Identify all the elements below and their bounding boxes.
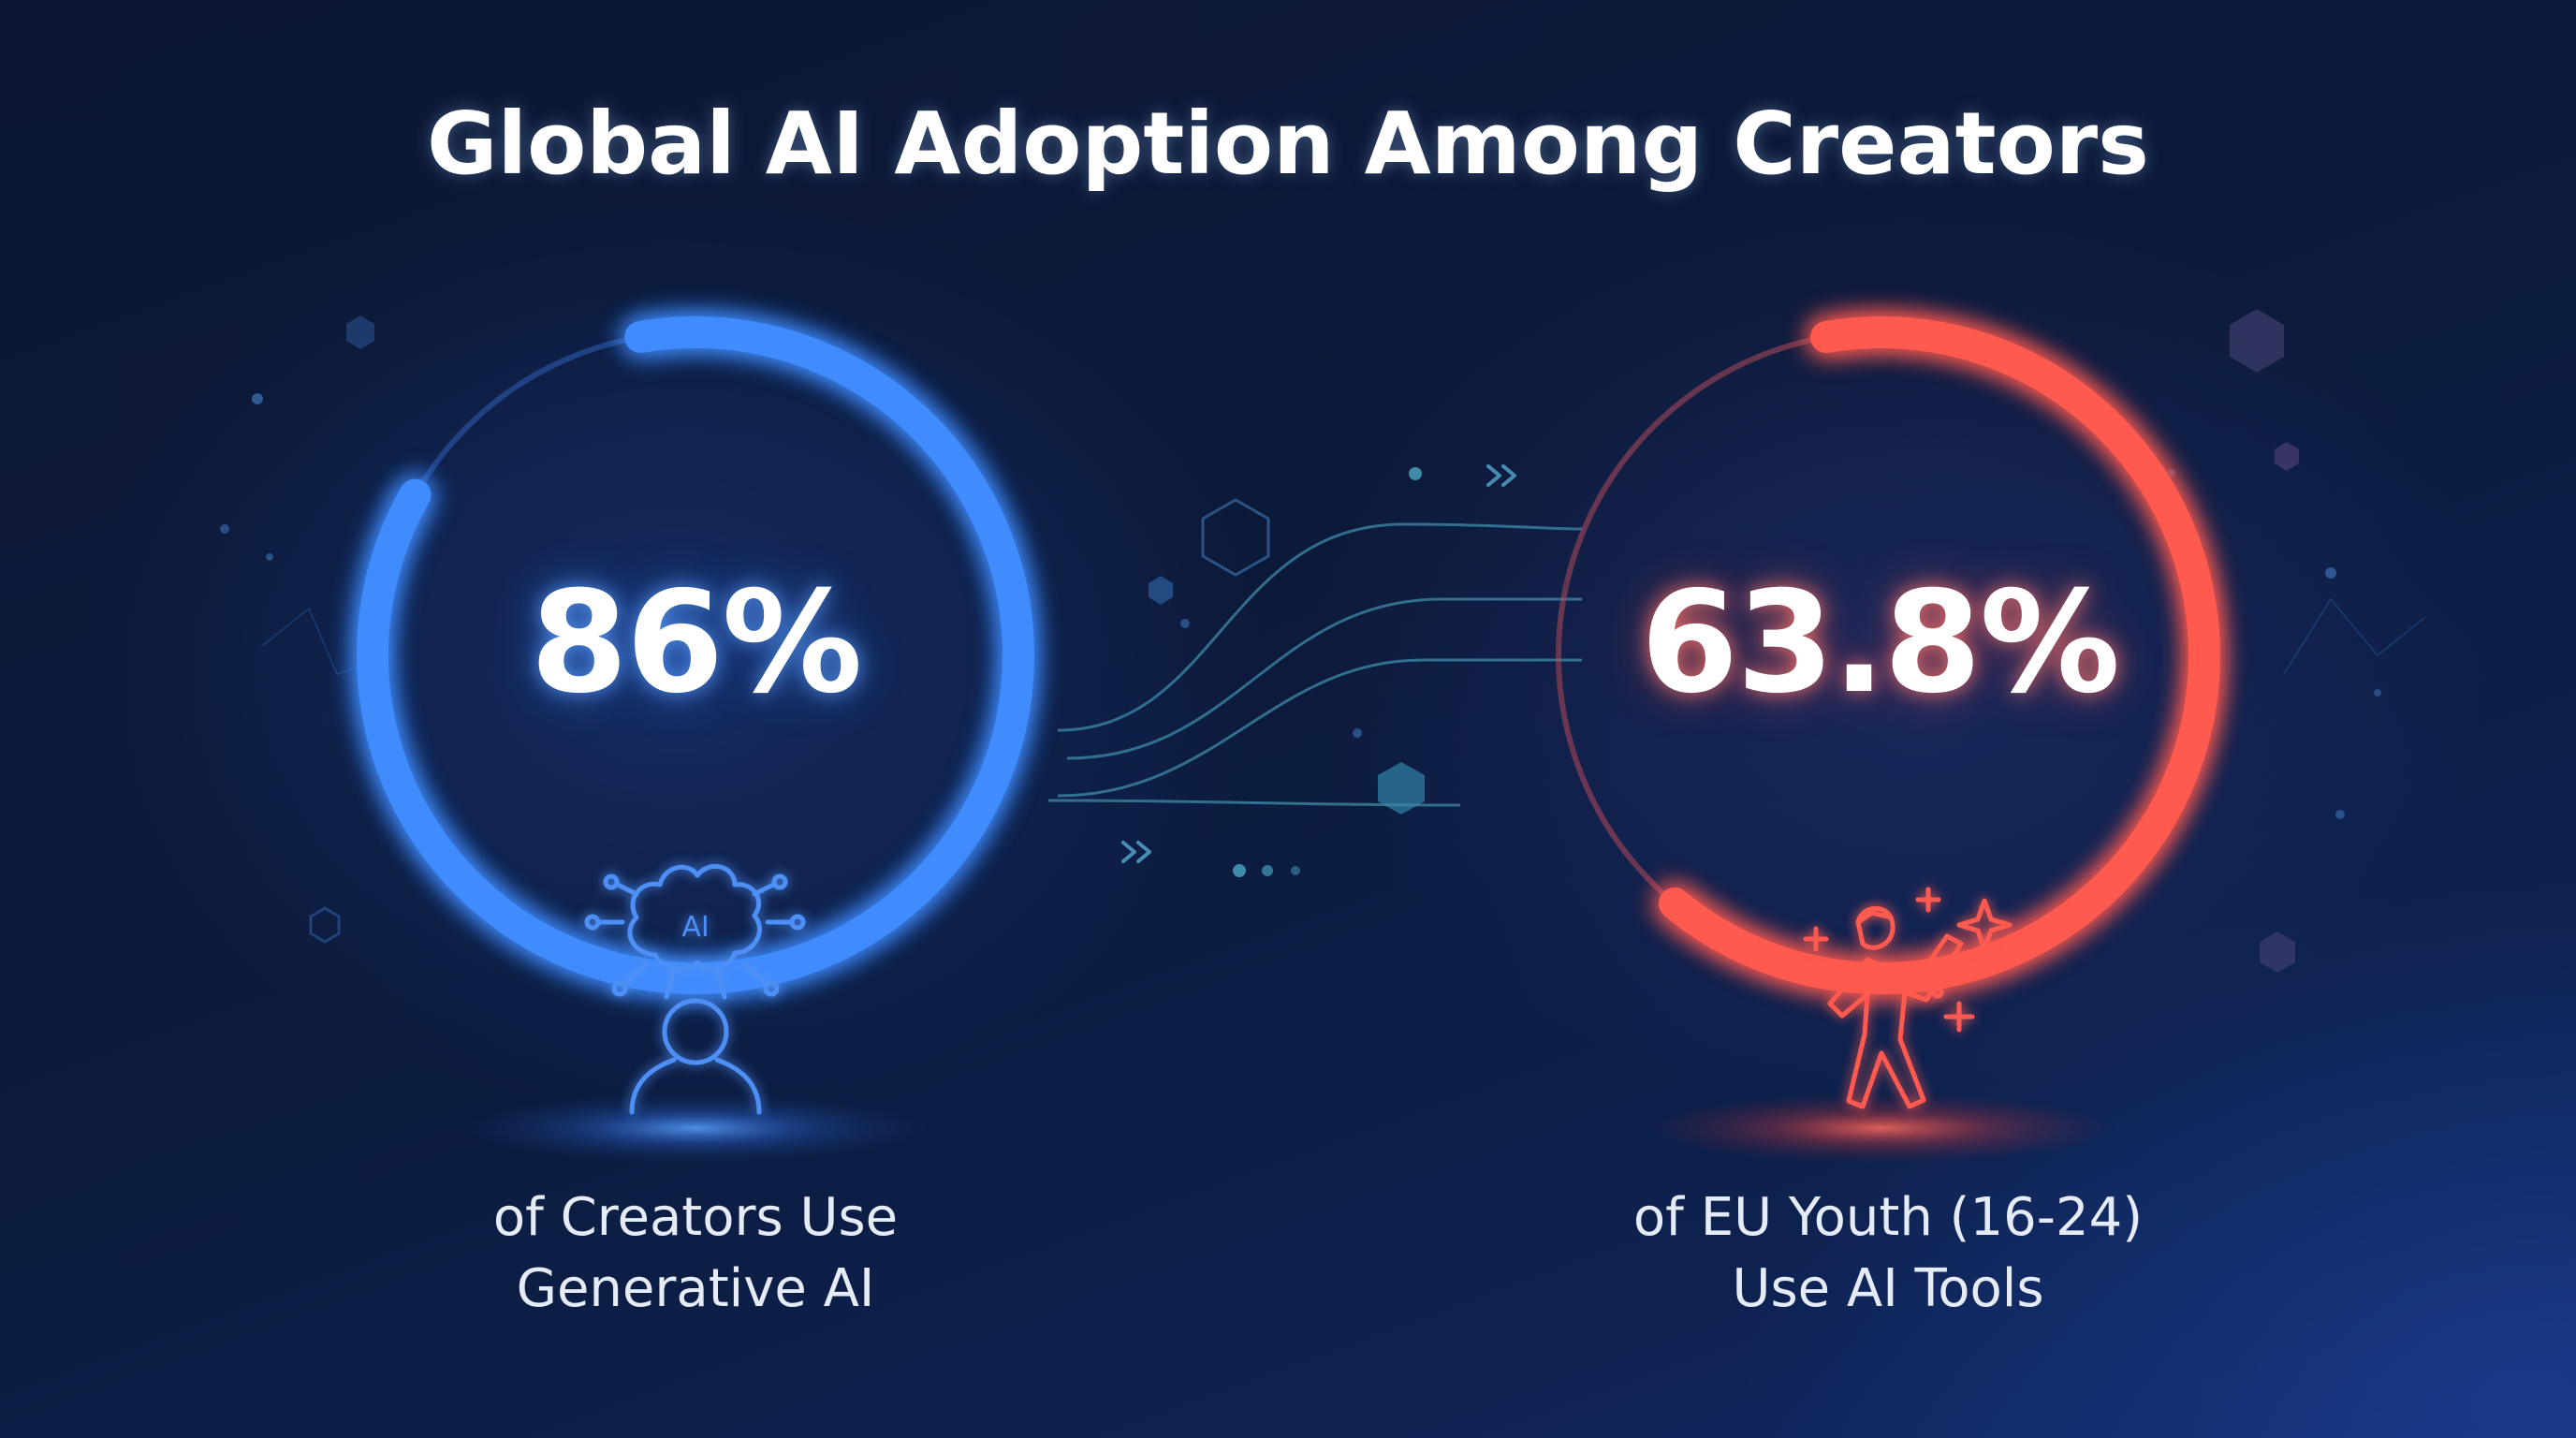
particle-dot: [1180, 619, 1190, 628]
celebrating-person-sparkles-icon: [1803, 887, 2012, 1109]
particle-dot: [220, 524, 229, 534]
ring-chart-creators: [357, 315, 1034, 994]
particle-dot: [1353, 728, 1362, 738]
particle-dot: [266, 553, 273, 561]
constellation-line: [2283, 597, 2425, 675]
particle-dot: [2335, 810, 2345, 819]
ring-chart-eu-youth: [1556, 316, 2220, 994]
caption-line: of EU Youth (16-24): [1632, 1187, 2144, 1248]
particle-dot: [1262, 865, 1273, 876]
hexagon-decoration: [2230, 309, 2284, 373]
chevron-arrows-icon: [1121, 464, 1516, 863]
connector-line: [1066, 597, 1582, 760]
ring-value-arc: [1659, 316, 2220, 994]
svg-text:AI: AI: [681, 911, 709, 944]
ring-value-arc: [357, 315, 1034, 994]
particle-dot: [1409, 467, 1422, 480]
creators-percentage-value: 86%: [530, 562, 862, 725]
hexagon-decoration: [346, 315, 374, 349]
hexagon-decoration: [1149, 576, 1173, 605]
particle-dot: [252, 393, 263, 404]
particle-dot: [2374, 689, 2381, 697]
background-decorations: [220, 309, 2425, 973]
caption-line: Generative AI: [516, 1258, 875, 1319]
hexagon-decoration: [1378, 762, 1425, 814]
hexagon-decoration: [2275, 442, 2299, 471]
connector-line: [1057, 522, 1583, 732]
eu-youth-percentage-value: 63.8%: [1640, 562, 2120, 725]
glow-pedestal: [461, 1093, 929, 1164]
particle-dot: [2168, 469, 2175, 477]
particle-dot: [1291, 866, 1300, 875]
hexagon-decoration: [1201, 498, 1270, 577]
eu-youth-caption: of EU Youth (16-24) Use AI Tools: [1514, 1182, 2262, 1325]
connector-line: [1047, 799, 1461, 807]
hexagon-decoration: [2260, 932, 2295, 973]
caption-line: Use AI Tools: [1732, 1258, 2044, 1319]
page-title: Global AI Adoption Among Creators: [427, 94, 2149, 194]
caption-line: of Creators Use: [492, 1187, 899, 1248]
particle-dot: [2325, 567, 2336, 579]
particle-dot: [1233, 864, 1246, 877]
ai-brain-person-icon: AI: [584, 864, 806, 1115]
hexagon-decoration: [309, 906, 341, 944]
creators-caption: of Creators Use Generative AI: [321, 1182, 1070, 1325]
glow-pedestal: [1647, 1093, 2115, 1164]
connector-lines: [1047, 522, 1583, 807]
connector-line: [1057, 658, 1582, 798]
